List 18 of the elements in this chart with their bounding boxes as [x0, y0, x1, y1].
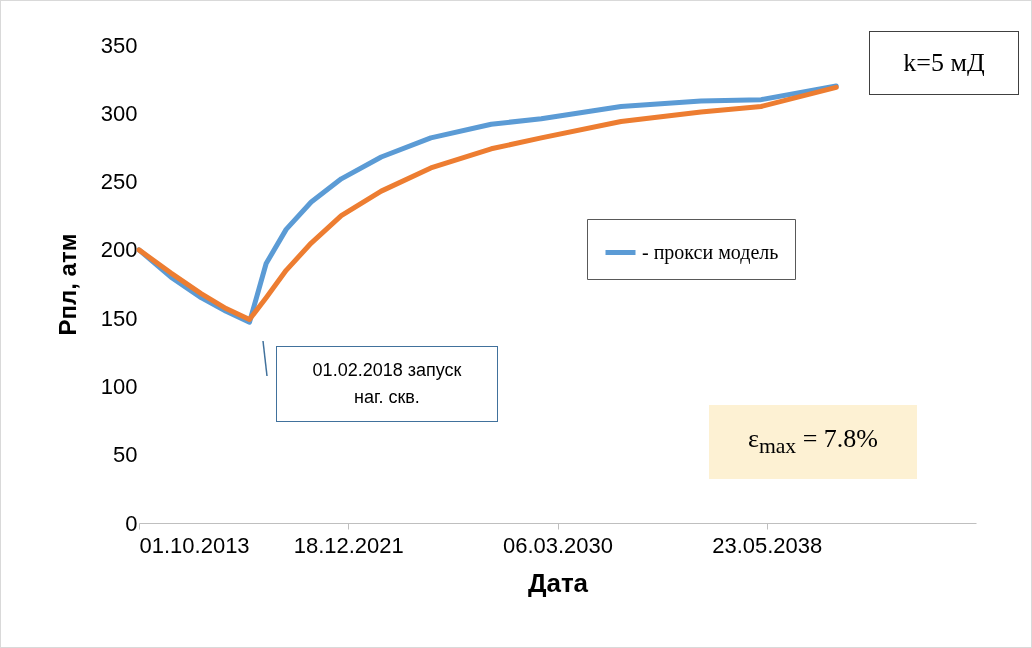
annotation: k=5 мД — [869, 31, 1019, 95]
y-tick-label: 200 — [100, 237, 138, 263]
y-tick-label: 50 — [113, 442, 138, 468]
y-tick-label: 0 — [125, 510, 138, 536]
annotation: 01.02.2018 запуск наг. скв. — [276, 346, 498, 422]
x-tick-label: 01.10.2013 — [139, 532, 250, 558]
annotation: ε$_{max}$ = 7.8% — [709, 405, 917, 479]
y-tick-label: 250 — [100, 169, 138, 195]
y-tick-label: 350 — [100, 32, 138, 58]
y-tick-label: 300 — [100, 100, 138, 126]
y-tick-label: 100 — [100, 373, 138, 399]
y-axis-title: Рпл, атм — [53, 233, 81, 336]
x-tick-label: 18.12.2021 — [293, 532, 404, 558]
x-axis-title: Дата — [527, 567, 589, 598]
legend-label: - прокси модель — [642, 240, 779, 264]
y-tick-label: 150 — [100, 305, 138, 331]
x-tick-label: 23.05.2038 — [712, 532, 823, 558]
x-tick-label: 06.03.2030 — [502, 532, 614, 558]
